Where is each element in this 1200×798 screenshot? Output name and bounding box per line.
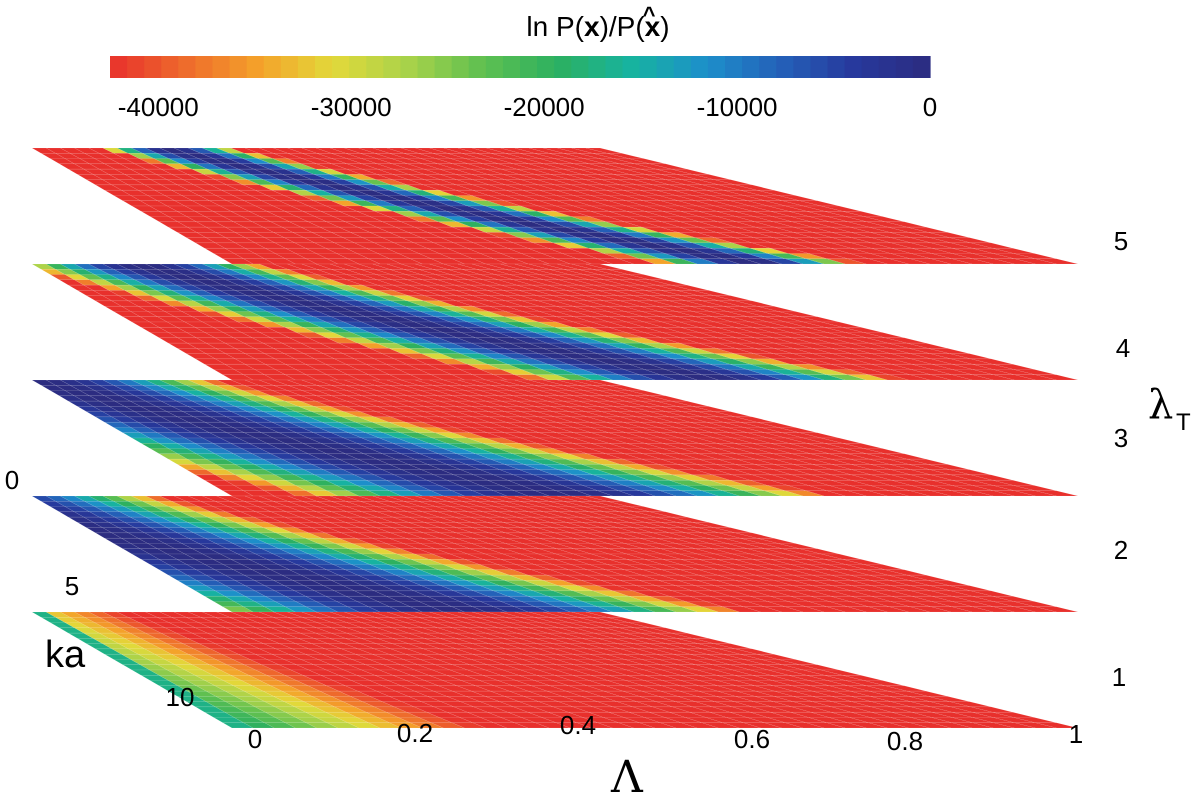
lambda-t-axis-ticks: 1 2 3 4 5 [1112,226,1130,692]
heatmap-layer-5 [31,147,1079,265]
colorbar-swatch [759,56,777,78]
x-tick-label: 0 [248,724,262,754]
colorbar-swatch [297,56,316,78]
colorbar-swatch [417,56,436,78]
heatmap-cell [1035,374,1079,381]
ka-tick-label: 5 [65,571,79,601]
x-tick-label: 0.6 [734,724,770,754]
colorbar-swatch [605,56,624,78]
colorbar-tick-label: 0 [923,92,937,122]
colorbar-swatch [520,56,538,78]
colorbar-swatch [793,56,812,78]
colorbar-title: ln P(x)/P(x) [526,11,669,42]
x-axis-label: Λ [610,752,644,798]
x-tick-label: 1 [1069,719,1083,749]
heatmap-layer-4 [31,263,1079,381]
colorbar-title-mid: )/P( [600,11,646,42]
colorbar-swatch [912,56,931,78]
lambda-t-axis-label: λ [1148,382,1173,428]
ka-tick-label: 0 [5,465,19,495]
colorbar-swatch [571,56,589,78]
colorbar-title-x: x [584,11,600,42]
x-tick-label: 0.4 [560,710,596,740]
colorbar-swatch [144,56,162,78]
colorbar-tick-label: -20000 [504,92,585,122]
heatmap-cell [1035,258,1079,265]
colorbar-swatch [827,56,846,78]
colorbar-swatch [878,56,897,78]
colorbar-swatch [434,56,453,78]
colorbar-tick-label: -40000 [118,92,199,122]
colorbar-swatch [229,56,248,78]
colorbar-swatch [315,56,333,78]
heatmap-layers [31,147,1079,729]
colorbar-swatch [366,56,384,78]
x-tick-label: 0.2 [397,718,433,748]
colorbar-swatch [622,56,641,78]
colorbar-swatch [776,56,794,78]
colorbar-swatch [212,56,231,78]
colorbar-title-suffix: ) [660,11,669,42]
colorbar-tick-label: -10000 [697,92,778,122]
colorbar-swatch [537,56,555,78]
lambda-t-tick-label: 3 [1114,423,1128,453]
colorbar-ticks: -40000 -30000 -20000 -10000 0 [118,92,937,122]
colorbar-swatch [383,56,402,78]
colorbar-title-xhat: x [645,11,661,42]
colorbar-swatch [690,56,709,78]
colorbar-swatch [742,56,760,78]
x-tick-label: 0.8 [887,726,923,756]
colorbar-swatch [263,56,282,78]
colorbar-swatch [468,56,487,78]
ka-tick-label: 10 [166,682,195,712]
colorbar-swatch [588,56,607,78]
colorbar-swatch [639,56,658,78]
colorbar-swatch [332,56,350,78]
colorbar [110,56,931,78]
colorbar-swatch [861,56,880,78]
colorbar-swatch [656,56,675,78]
colorbar-swatch [554,56,572,78]
heatmap-cell [1035,490,1079,497]
colorbar-swatch [707,56,726,78]
lambda-t-tick-label: 4 [1116,333,1130,363]
colorbar-swatch [673,56,692,78]
colorbar-swatch [844,56,863,78]
lambda-t-tick-label: 5 [1114,226,1128,256]
colorbar-swatch [349,56,367,78]
lambda-t-tick-label: 1 [1112,662,1126,692]
colorbar-swatch [895,56,914,78]
colorbar-title-prefix: ln P( [526,11,584,42]
lambda-t-axis-subscript: T [1176,409,1191,436]
lambda-t-tick-label: 2 [1114,535,1128,565]
colorbar-swatch [178,56,197,78]
colorbar-swatch [161,56,179,78]
colorbar-swatch [110,56,128,78]
colorbar-swatch [485,56,504,78]
colorbar-tick-label: -30000 [311,92,392,122]
colorbar-swatch [280,56,299,78]
colorbar-swatch [451,56,470,78]
heatmap-layer-3 [31,379,1079,497]
colorbar-swatch [246,56,265,78]
colorbar-swatch [195,56,214,78]
colorbar-title-hat: ^ [643,2,656,27]
colorbar-swatch [127,56,145,78]
colorbar-swatch [725,56,743,78]
colorbar-swatch [810,56,829,78]
colorbar-swatch [502,56,521,78]
heatmap-layer-2 [31,495,1079,613]
ka-axis-label: ka [45,634,86,676]
colorbar-swatch [400,56,419,78]
